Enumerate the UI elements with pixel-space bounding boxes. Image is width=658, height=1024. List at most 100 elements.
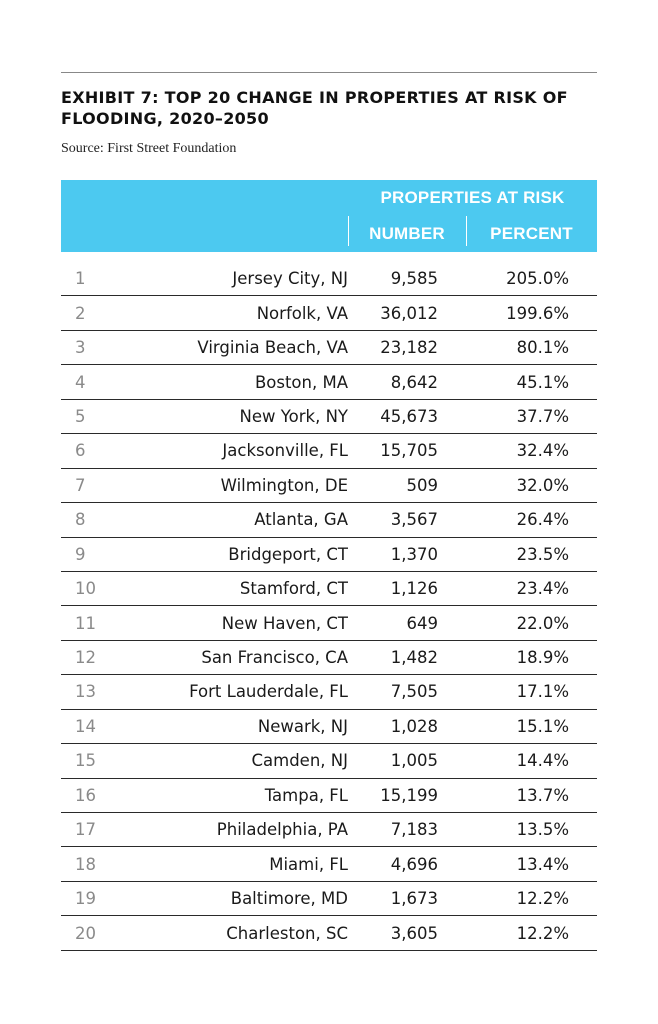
header-group-properties-at-risk: PROPERTIES AT RISK bbox=[380, 188, 565, 207]
table-row: 12 San Francisco, CA 1,482 18.9% bbox=[61, 641, 597, 676]
header-divider bbox=[466, 216, 467, 246]
rank-cell: 5 bbox=[75, 406, 86, 426]
percent-cell: 80.1% bbox=[516, 338, 569, 358]
city-cell: Camden, NJ bbox=[251, 751, 349, 771]
exhibit-title: EXHIBIT 7: TOP 20 CHANGE IN PROPERTIES A… bbox=[61, 88, 568, 128]
rank-cell: 3 bbox=[75, 338, 86, 358]
number-cell: 9,585 bbox=[390, 269, 438, 289]
number-cell: 3,605 bbox=[390, 923, 438, 943]
percent-cell: 26.4% bbox=[516, 510, 569, 530]
rank-cell: 13 bbox=[75, 682, 96, 702]
number-cell: 509 bbox=[406, 475, 439, 495]
percent-cell: 32.0% bbox=[516, 475, 569, 495]
rank-cell: 14 bbox=[75, 716, 96, 736]
rank-cell: 6 bbox=[75, 441, 86, 461]
source-note: Source: First Street Foundation bbox=[61, 141, 237, 156]
rank-cell: 15 bbox=[75, 751, 96, 771]
number-cell: 1,482 bbox=[390, 648, 438, 668]
percent-cell: 17.1% bbox=[516, 682, 569, 702]
city-cell: Charleston, SC bbox=[226, 923, 348, 943]
table-body: 1 Jersey City, NJ 9,585 205.0% 2 Norfolk, VA 3… bbox=[61, 262, 597, 951]
rank-cell: 1 bbox=[75, 269, 86, 289]
percent-cell: 13.4% bbox=[516, 854, 569, 874]
header-divider bbox=[348, 216, 349, 246]
percent-cell: 12.2% bbox=[516, 889, 569, 909]
percent-cell: 205.0% bbox=[506, 269, 569, 289]
table-row: 15 Camden, NJ 1,005 14.4% bbox=[61, 744, 597, 779]
city-cell: Miami, FL bbox=[269, 854, 348, 874]
city-cell: New York, NY bbox=[239, 406, 348, 426]
number-cell: 1,126 bbox=[390, 579, 438, 599]
number-cell: 3,567 bbox=[390, 510, 438, 530]
city-cell: Fort Lauderdale, FL bbox=[189, 682, 348, 702]
table-row: 1 Jersey City, NJ 9,585 205.0% bbox=[61, 262, 597, 297]
table-row: 2 Norfolk, VA 36,012 199.6% bbox=[61, 296, 597, 331]
table-row: 14 Newark, NJ 1,028 15.1% bbox=[61, 710, 597, 745]
number-cell: 1,370 bbox=[390, 544, 438, 564]
city-cell: Stamford, CT bbox=[239, 579, 348, 599]
table-row: 11 New Haven, CT 649 22.0% bbox=[61, 606, 597, 641]
table-row: 19 Baltimore, MD 1,673 12.2% bbox=[61, 882, 597, 917]
table-header: PROPERTIES AT RISK NUMBER PERCENT bbox=[61, 180, 597, 252]
column-header-number: NUMBER bbox=[369, 224, 445, 243]
table-row: 6 Jacksonville, FL 15,705 32.4% bbox=[61, 434, 597, 469]
number-cell: 649 bbox=[406, 613, 439, 633]
city-cell: San Francisco, CA bbox=[201, 648, 348, 668]
column-header-percent: PERCENT bbox=[490, 224, 573, 243]
table-row: 10 Stamford, CT 1,126 23.4% bbox=[61, 572, 597, 607]
rank-cell: 2 bbox=[75, 303, 86, 323]
number-cell: 15,705 bbox=[380, 441, 438, 461]
percent-cell: 14.4% bbox=[516, 751, 569, 771]
number-cell: 7,505 bbox=[390, 682, 438, 702]
percent-cell: 18.9% bbox=[516, 648, 569, 668]
city-cell: Philadelphia, PA bbox=[216, 820, 348, 840]
table-row: 7 Wilmington, DE 509 32.0% bbox=[61, 469, 597, 504]
table-row: 4 Boston, MA 8,642 45.1% bbox=[61, 365, 597, 400]
number-cell: 36,012 bbox=[380, 303, 438, 323]
number-cell: 4,696 bbox=[390, 854, 438, 874]
rank-cell: 10 bbox=[75, 579, 96, 599]
number-cell: 1,005 bbox=[390, 751, 438, 771]
table-row: 18 Miami, FL 4,696 13.4% bbox=[61, 847, 597, 882]
rank-cell: 8 bbox=[75, 510, 86, 530]
rank-cell: 11 bbox=[75, 613, 96, 633]
city-cell: Boston, MA bbox=[254, 372, 348, 392]
percent-cell: 15.1% bbox=[516, 716, 569, 736]
table-row: 9 Bridgeport, CT 1,370 23.5% bbox=[61, 538, 597, 572]
percent-cell: 37.7% bbox=[516, 406, 569, 426]
number-cell: 23,182 bbox=[380, 338, 438, 358]
table-row: 16 Tampa, FL 15,199 13.7% bbox=[61, 779, 597, 813]
city-cell: Tampa, FL bbox=[264, 785, 348, 805]
city-cell: Jacksonville, FL bbox=[222, 441, 348, 461]
city-cell: Newark, NJ bbox=[257, 716, 348, 736]
rank-cell: 17 bbox=[75, 820, 96, 840]
percent-cell: 32.4% bbox=[516, 441, 569, 461]
rank-cell: 4 bbox=[75, 372, 86, 392]
table-row: 20 Charleston, SC 3,605 12.2% bbox=[61, 916, 597, 951]
rank-cell: 12 bbox=[75, 648, 96, 668]
percent-cell: 13.7% bbox=[516, 785, 569, 805]
table-row: 3 Virginia Beach, VA 23,182 80.1% bbox=[61, 331, 597, 366]
rank-cell: 9 bbox=[75, 544, 86, 564]
percent-cell: 22.0% bbox=[516, 613, 569, 633]
number-cell: 45,673 bbox=[380, 406, 438, 426]
percent-cell: 199.6% bbox=[506, 303, 569, 323]
city-cell: Bridgeport, CT bbox=[228, 544, 348, 564]
number-cell: 7,183 bbox=[390, 820, 438, 840]
city-cell: Baltimore, MD bbox=[230, 889, 348, 909]
percent-cell: 23.5% bbox=[516, 544, 569, 564]
table-row: 5 New York, NY 45,673 37.7% bbox=[61, 400, 597, 435]
city-cell: Atlanta, GA bbox=[254, 510, 348, 530]
table-row: 17 Philadelphia, PA 7,183 13.5% bbox=[61, 813, 597, 848]
percent-cell: 23.4% bbox=[516, 579, 569, 599]
city-cell: Wilmington, DE bbox=[220, 475, 348, 495]
number-cell: 15,199 bbox=[380, 785, 438, 805]
city-cell: Jersey City, NJ bbox=[232, 269, 348, 289]
rank-cell: 18 bbox=[75, 854, 96, 874]
rank-cell: 7 bbox=[75, 475, 86, 495]
table-row: 13 Fort Lauderdale, FL 7,505 17.1% bbox=[61, 675, 597, 710]
rank-cell: 19 bbox=[75, 889, 96, 909]
city-cell: Virginia Beach, VA bbox=[197, 338, 348, 358]
number-cell: 8,642 bbox=[390, 372, 438, 392]
rank-cell: 16 bbox=[75, 785, 96, 805]
